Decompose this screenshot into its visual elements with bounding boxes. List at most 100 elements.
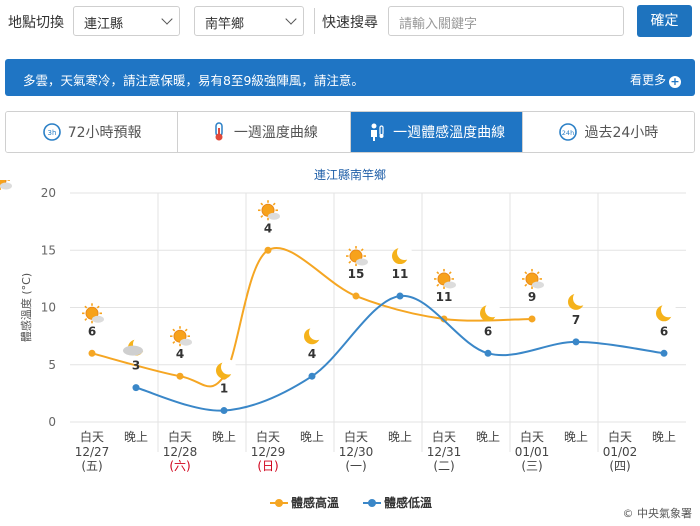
x-tick-date-label: 12/28 [163, 445, 198, 459]
quick-search-label: 快速搜尋 [322, 15, 378, 31]
low-value-label: 3 [132, 359, 140, 373]
confirm-button[interactable]: 確定 [637, 5, 692, 37]
sun-ray [272, 202, 276, 206]
alert-message: 多雲，天氣寒冷，請注意保暖，易有8至9級強陣風，請注意。 [23, 73, 364, 88]
x-tick-weekday-label: (一) [345, 459, 366, 473]
x-tick-period-label: 晚上 [476, 430, 500, 444]
sun-ray [436, 283, 440, 287]
county-select-value: 連江縣 [84, 17, 124, 32]
sun-ray [524, 283, 528, 287]
moon-icon [656, 302, 676, 322]
y-tick-label: 0 [48, 415, 56, 429]
high-value-label: 1 [220, 382, 228, 396]
low-temperature-point [484, 349, 492, 357]
high-temperature-point [352, 292, 360, 300]
cloud-shape [123, 345, 143, 356]
sun-ray [96, 305, 100, 309]
cloud-shape [268, 212, 280, 220]
see-more-link[interactable]: 看更多 + [630, 71, 681, 88]
low-temperature-line [135, 295, 665, 412]
sun-ray [348, 248, 352, 252]
low-temperature-point [660, 349, 668, 357]
tab-weekly-feels-like[interactable]: 一週體感溫度曲線 [350, 112, 523, 152]
x-tick-period-label: 白天 [80, 429, 104, 444]
high-temperature-point [528, 315, 536, 323]
x-tick-period-label: 白天 [432, 429, 456, 444]
sun-cloud-icon [522, 268, 544, 289]
x-tick-weekday-label: (二) [433, 459, 454, 473]
sun-ray [536, 271, 540, 275]
moon-cutout [661, 302, 676, 318]
sun-ray [348, 260, 352, 264]
high-temperature-point [176, 372, 184, 380]
cloud-shape [92, 315, 104, 323]
high-value-label: 4 [176, 347, 184, 361]
high-value-label: 4 [264, 221, 272, 235]
x-tick-period-label: 白天 [520, 429, 544, 444]
see-more-label: 看更多 [629, 73, 666, 87]
moon-cutout [573, 290, 588, 306]
low-temperature-point [220, 407, 228, 415]
low-value-label: 11 [392, 267, 409, 281]
cloud-shape [356, 258, 368, 266]
sun-ray [84, 318, 88, 321]
low-temperature-point [572, 338, 580, 346]
sun-ray [172, 328, 176, 332]
tab-past-24-hours[interactable]: 24h 過去24小時 [522, 112, 694, 152]
x-tick-period-label: 白天 [344, 429, 368, 444]
cloud-shape [0, 182, 12, 190]
x-tick-period-label: 晚上 [388, 430, 412, 444]
moon-icon [480, 302, 500, 322]
location-bar: 地點切換 連江縣 南竿鄉 快速搜尋 請輸入關鍵字 確定 [0, 0, 700, 44]
sun-ray [172, 340, 176, 344]
y-tick-label: 20 [41, 186, 56, 200]
cloud-shape [444, 281, 456, 289]
x-tick-period-label: 晚上 [300, 430, 324, 444]
sun-ray [260, 202, 264, 206]
sun-ray [184, 328, 188, 332]
low-temperature-point [132, 384, 140, 392]
sun-cloud-icon [170, 326, 192, 347]
svg-text:3h: 3h [47, 129, 56, 137]
legend-item-high[interactable]: 體感高溫 [270, 494, 339, 511]
x-tick-weekday-label: (五) [81, 459, 102, 473]
clock-72h-icon: 3h [42, 122, 62, 142]
x-tick-weekday-label: (四) [609, 459, 630, 473]
x-tick-date-label: 01/01 [515, 445, 550, 459]
x-tick-period-label: 白天 [256, 429, 280, 444]
high-temperature-point [88, 349, 96, 357]
tab-weekly-temperature[interactable]: 一週溫度曲線 [178, 112, 351, 152]
y-tick-label: 5 [48, 358, 56, 372]
legend-label-low: 體感低溫 [384, 496, 433, 510]
moon-icon [568, 290, 588, 310]
chart-legend: 體感高溫 體感低溫 [270, 494, 456, 511]
forecast-tabs: 3h 72小時預報 一週溫度曲線 一週體感溫度曲線 24h 過去24小時 [5, 111, 695, 153]
sun-cloud-icon [82, 303, 104, 324]
search-input[interactable]: 請輸入關鍵字 [388, 6, 624, 36]
moon-cutout [309, 325, 324, 341]
low-value-label: 4 [308, 347, 316, 361]
x-tick-period-label: 白天 [608, 429, 632, 444]
township-select[interactable]: 南竿鄉 [194, 6, 304, 36]
chevron-down-icon [161, 13, 173, 25]
tab-72-hour-forecast[interactable]: 3h 72小時預報 [6, 112, 179, 152]
legend-item-low[interactable]: 體感低溫 [363, 494, 432, 511]
cloud-shape [532, 281, 544, 289]
tab-label: 一週溫度曲線 [233, 125, 318, 141]
feels-like-temperature-chart: 0 5 10 15 20 體感溫度 (°C) 白天 晚上 白天 晚上 白天 晚上 白天 晚上 白天 晚上 白天 晚… [0, 180, 686, 473]
copyright-credit: © 中央氣象署 [622, 507, 693, 520]
sun-ray [84, 305, 88, 309]
sun-cloud-icon [258, 200, 280, 221]
divider [314, 8, 315, 34]
county-select[interactable]: 連江縣 [73, 6, 180, 36]
x-tick-weekday-label: (三) [521, 459, 542, 473]
tab-label: 72小時預報 [67, 125, 142, 141]
sun-ray [448, 271, 452, 275]
moon-cutout [485, 302, 500, 318]
x-tick-period-label: 晚上 [564, 430, 588, 444]
cloud-moon-icon [123, 336, 148, 356]
x-tick-date-label: 12/27 [75, 445, 110, 459]
chevron-down-icon [285, 13, 297, 25]
moon-icon [216, 359, 236, 379]
township-select-value: 南竿鄉 [205, 17, 245, 32]
